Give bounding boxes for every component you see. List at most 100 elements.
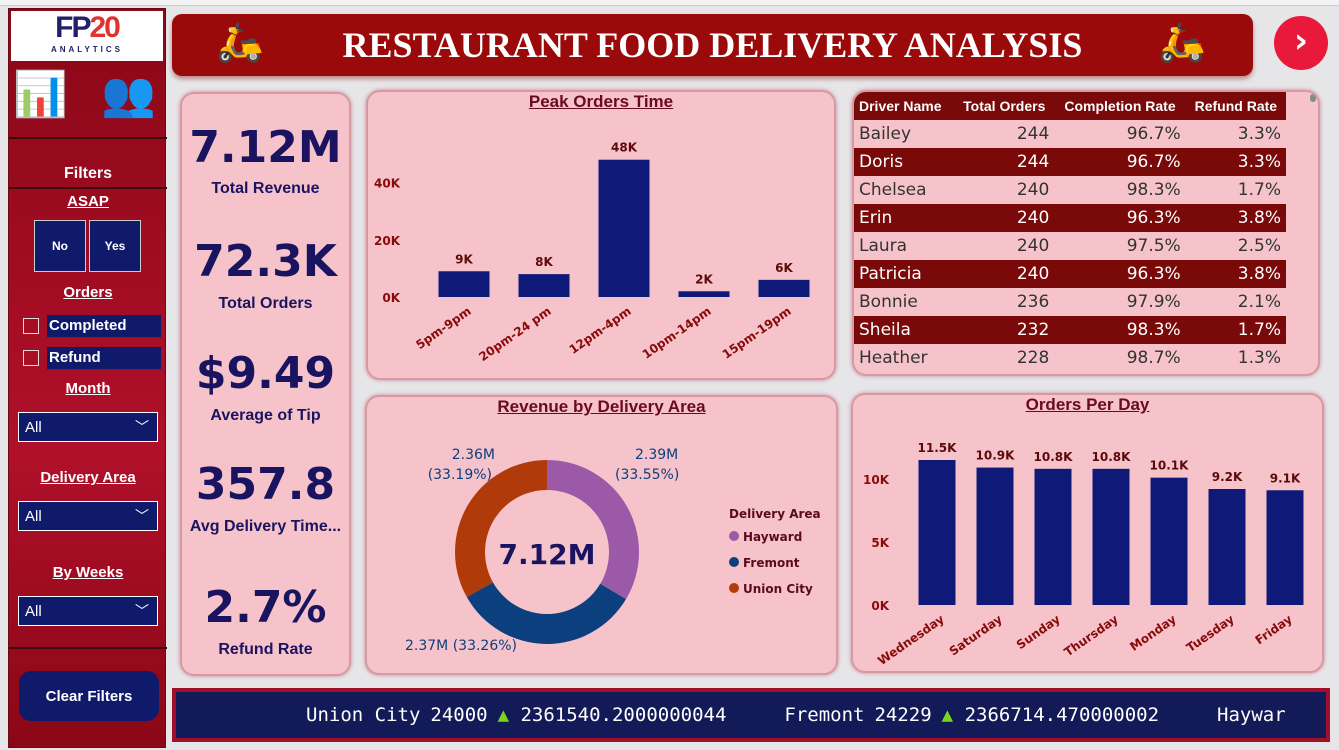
kpi-value: $9.49 [195,348,336,399]
table-row[interactable]: Laura 240 97.5% 2.5% [854,232,1286,260]
table-header: Driver Name Total Orders Completion Rate Re… [854,92,1286,120]
filter-sidebar: FP20 ANALYTICS 📊 👥 Filters ASAP No Yes O… [8,8,167,748]
page-title: RESTAURANT FOOD DELIVERY ANALYSIS [342,25,1083,65]
chevron-down-icon: ﹀ [135,508,149,524]
table-cell: 232 [954,316,1055,344]
team-hand-icon: 👥 [101,69,156,120]
table-cell: 1.7% [1185,316,1286,344]
table-row[interactable]: Sheila 232 98.3% 1.7% [854,316,1286,344]
table-cell: Patricia [854,260,955,288]
legend-item: Hayward [743,530,802,544]
chevron-down-icon: ﹀ [135,603,149,619]
completed-option[interactable]: Completed [47,315,161,337]
x-tick-label: Wednesday [875,612,947,668]
peak-orders-svg: 0K 20K 40K 9K 5pm-9pm 8K 20pm-24 pm 48K 12pm-4pm… [374,141,810,364]
asap-yes-button[interactable]: Yes [89,220,141,272]
x-tick-label: 12pm-4pm [567,304,634,357]
table-cell: 240 [1016,180,1050,200]
column-header[interactable]: Total Orders [954,92,1055,120]
chart-title: Orders Per Day [1025,395,1150,414]
up-arrow-icon: ▲ [941,704,965,726]
table-cell: 97.9% [1126,292,1181,312]
table-cell: 240 [1016,236,1050,256]
scrolling-ticker: Union City 24000 ▲ 2361540.2000000044 Fremo… [172,688,1330,742]
column-header[interactable]: Driver Name [854,92,955,120]
refund-option[interactable]: Refund [47,347,161,369]
peak-orders-chart: Peak Orders Time 0K 20K 40K 9K 5pm-9pm 8K 20pm… [366,90,836,380]
table-row[interactable]: Patricia 240 96.3% 3.8% [854,260,1286,288]
x-tick-label: Friday [1253,612,1295,647]
table-cell: Bailey [859,124,912,144]
ticker-revenue: 2361540.2000000044 [520,704,727,726]
asap-no-button[interactable]: No [34,220,86,272]
delivery-area-dropdown[interactable]: All ﹀ [18,501,158,531]
legend-marker [729,583,739,593]
x-tick-label: 5pm-9pm [413,304,473,352]
table-cell: 96.7% [1126,124,1181,144]
top-strip [0,0,1339,6]
donut-slice [547,460,639,600]
x-tick-label: Tuesday [1184,612,1237,655]
weeks-label: By Weeks [52,564,124,581]
logo-subtext: ANALYTICS [50,45,124,54]
table-cell: 96.7% [1054,148,1186,176]
column-header[interactable]: Refund Rate [1185,92,1286,120]
x-tick-label: Sunday [1014,612,1063,652]
table-row[interactable]: Erin 240 96.3% 3.8% [854,204,1286,232]
y-tick-label: 40K [374,177,401,191]
data-label: 9K [455,252,473,266]
kpi-panel [180,92,351,676]
clear-filters-button[interactable]: Clear Filters [19,671,159,721]
table-cell: 2.5% [1237,236,1281,256]
bar [438,271,490,297]
scrollbar[interactable] [1310,94,1316,102]
donut-center-label: 7.12M [499,538,596,571]
header-banner: 🛵 RESTAURANT FOOD DELIVERY ANALYSIS 🛵 [172,14,1253,76]
divider [9,137,167,139]
ticker-area: Union City [306,704,421,726]
table-cell: 98.3% [1126,180,1181,200]
table-cell: 96.3% [1054,260,1186,288]
month-dropdown[interactable]: All ﹀ [18,412,158,442]
completed-checkbox[interactable] [23,318,39,334]
table-cell: 3.8% [1185,260,1286,288]
table-cell: 1.3% [1237,348,1281,368]
table-row[interactable]: Bailey 244 96.7% 3.3% [854,120,1286,148]
ticker-area: Fremont [784,704,865,726]
data-label: 2.36M (33.19%) [428,447,495,483]
next-page-button[interactable]: › [1274,16,1328,70]
bar [758,279,810,297]
data-label: 10.1K [1150,459,1190,473]
column-header[interactable]: Completion Rate [1054,92,1186,120]
orders-per-day-chart: Orders Per Day 0K 5K 10K 11.5K Wednesday 10.9… [851,393,1324,673]
chart-title: Peak Orders Time [528,92,674,111]
refund-checkbox[interactable] [23,350,39,366]
weeks-dropdown[interactable]: All ﹀ [18,596,158,626]
weeks-value: All [25,603,42,620]
table-cell: 244 [954,148,1055,176]
bar [1208,489,1246,605]
table-row[interactable]: Heather 228 98.7% 1.3% [854,344,1286,372]
table-cell: 2.1% [1237,292,1281,312]
kpi-label: Total Revenue [211,180,320,197]
donut-slice [466,582,626,644]
kpi-label: Refund Rate [218,641,313,658]
table-cell: Laura [859,236,908,256]
legend-title: Delivery Area [729,507,821,521]
table-cell: 3.8% [1185,204,1286,232]
legend-marker [729,531,739,541]
ticker-orders: 24229 [874,704,932,726]
table-row[interactable]: Chelsea 240 98.3% 1.7% [854,176,1286,204]
kpi-value: 72.3K [194,236,337,287]
delivery-scooter-icon: 🛵 [216,20,264,64]
table-cell: 236 [1016,292,1050,312]
logo: FP20 ANALYTICS [11,11,163,61]
delivery-scooter-icon: 🛵 [1158,20,1206,64]
table-row[interactable]: Doris 244 96.7% 3.3% [854,148,1286,176]
table-cell: Sheila [854,316,955,344]
table-row[interactable]: Bonnie 236 97.9% 2.1% [854,288,1286,316]
x-tick-label: Thursday [1062,612,1121,659]
data-label: 10.9K [976,449,1016,463]
table-cell: 96.3% [1054,204,1186,232]
bar [678,291,730,297]
